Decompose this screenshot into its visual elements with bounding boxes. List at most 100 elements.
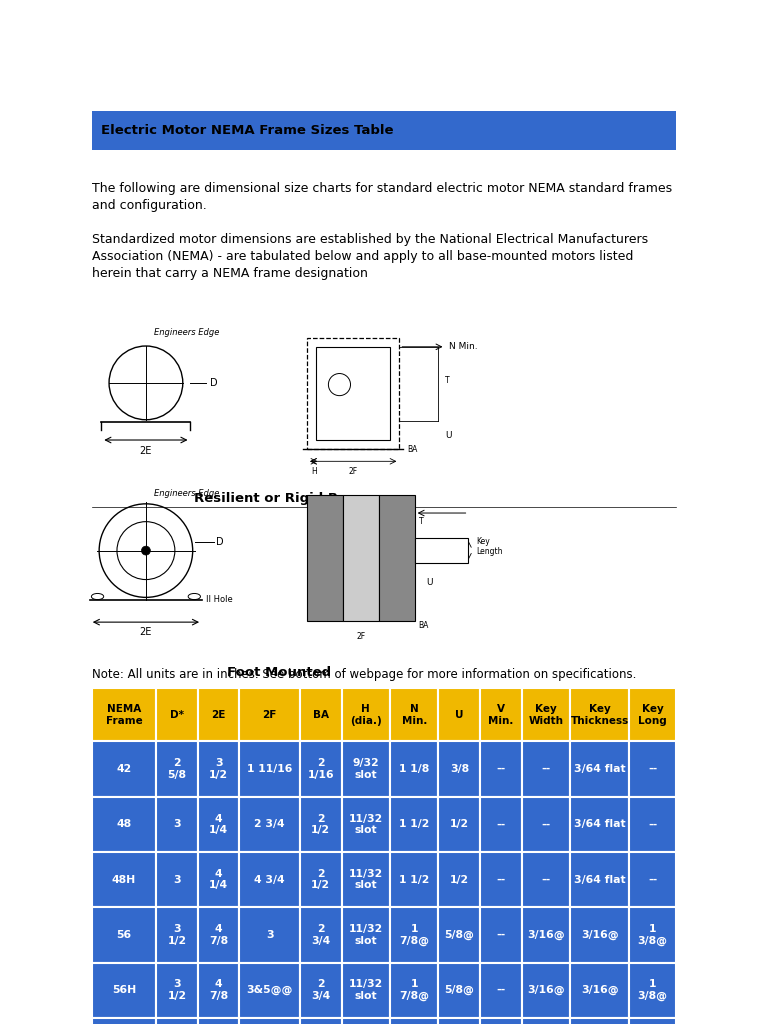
FancyBboxPatch shape xyxy=(92,111,676,150)
FancyBboxPatch shape xyxy=(521,907,571,963)
Text: 1
3/8@: 1 3/8@ xyxy=(637,924,667,946)
FancyBboxPatch shape xyxy=(342,688,390,741)
FancyBboxPatch shape xyxy=(390,1018,439,1024)
Text: Key
Thickness: Key Thickness xyxy=(571,703,629,726)
Text: 48H: 48H xyxy=(112,874,136,885)
Text: U: U xyxy=(426,578,432,587)
FancyBboxPatch shape xyxy=(342,1018,390,1024)
Text: --: -- xyxy=(541,764,551,774)
Text: 1 1/2: 1 1/2 xyxy=(399,874,429,885)
Text: N Min.: N Min. xyxy=(449,342,478,351)
FancyBboxPatch shape xyxy=(342,797,390,852)
Text: 3/16@: 3/16@ xyxy=(581,985,619,995)
Text: 2E: 2E xyxy=(140,446,152,456)
FancyBboxPatch shape xyxy=(307,495,343,622)
FancyBboxPatch shape xyxy=(480,797,521,852)
Text: D: D xyxy=(217,537,224,547)
Text: 4
1/4: 4 1/4 xyxy=(209,868,228,891)
FancyBboxPatch shape xyxy=(480,1018,521,1024)
FancyBboxPatch shape xyxy=(439,797,480,852)
FancyBboxPatch shape xyxy=(480,852,521,907)
FancyBboxPatch shape xyxy=(240,963,300,1018)
Text: 11/32
slot: 11/32 slot xyxy=(349,868,383,891)
FancyBboxPatch shape xyxy=(521,1018,571,1024)
Text: Foot Mounted: Foot Mounted xyxy=(227,666,331,679)
Text: The following are dimensional size charts for standard electric motor NEMA stand: The following are dimensional size chart… xyxy=(92,182,672,212)
Text: 5/8@: 5/8@ xyxy=(445,985,475,995)
FancyBboxPatch shape xyxy=(197,963,240,1018)
Text: U: U xyxy=(455,710,464,720)
Text: --: -- xyxy=(496,764,505,774)
FancyBboxPatch shape xyxy=(92,852,156,907)
FancyBboxPatch shape xyxy=(571,741,630,797)
Text: Engineers Edge: Engineers Edge xyxy=(154,489,219,499)
FancyBboxPatch shape xyxy=(156,907,197,963)
Text: U: U xyxy=(445,431,452,440)
FancyBboxPatch shape xyxy=(300,852,342,907)
FancyBboxPatch shape xyxy=(439,963,480,1018)
Text: 4 3/4: 4 3/4 xyxy=(254,874,285,885)
Text: T: T xyxy=(445,376,450,385)
FancyBboxPatch shape xyxy=(240,797,300,852)
FancyBboxPatch shape xyxy=(300,1018,342,1024)
Text: 3
1/2: 3 1/2 xyxy=(209,758,228,780)
Text: 2
5/8: 2 5/8 xyxy=(167,758,187,780)
FancyBboxPatch shape xyxy=(630,907,676,963)
FancyBboxPatch shape xyxy=(92,797,156,852)
FancyBboxPatch shape xyxy=(197,797,240,852)
FancyBboxPatch shape xyxy=(300,741,342,797)
FancyBboxPatch shape xyxy=(240,907,300,963)
Text: Resilient or Rigid Base: Resilient or Rigid Base xyxy=(194,492,364,505)
Text: T: T xyxy=(419,517,423,525)
FancyBboxPatch shape xyxy=(240,688,300,741)
FancyBboxPatch shape xyxy=(480,963,521,1018)
FancyBboxPatch shape xyxy=(571,797,630,852)
FancyBboxPatch shape xyxy=(480,741,521,797)
FancyBboxPatch shape xyxy=(571,963,630,1018)
Text: BA: BA xyxy=(419,622,429,631)
Ellipse shape xyxy=(141,546,151,555)
Text: NEMA
Frame: NEMA Frame xyxy=(106,703,143,726)
FancyBboxPatch shape xyxy=(156,741,197,797)
FancyBboxPatch shape xyxy=(197,852,240,907)
Text: 42: 42 xyxy=(117,764,132,774)
FancyBboxPatch shape xyxy=(240,741,300,797)
Text: --: -- xyxy=(541,819,551,829)
Text: 3: 3 xyxy=(266,930,273,940)
FancyBboxPatch shape xyxy=(156,688,197,741)
Text: --: -- xyxy=(648,874,657,885)
Text: BA: BA xyxy=(313,710,329,720)
Text: 11/32
slot: 11/32 slot xyxy=(349,924,383,946)
Text: V
Min.: V Min. xyxy=(488,703,514,726)
FancyBboxPatch shape xyxy=(300,963,342,1018)
FancyBboxPatch shape xyxy=(630,741,676,797)
FancyBboxPatch shape xyxy=(342,741,390,797)
Text: 3
1/2: 3 1/2 xyxy=(167,979,187,1001)
Text: N  Min.: N Min. xyxy=(307,496,339,505)
Text: --: -- xyxy=(648,764,657,774)
Text: 48: 48 xyxy=(117,819,131,829)
Text: D: D xyxy=(210,378,217,388)
Text: --: -- xyxy=(496,874,505,885)
FancyBboxPatch shape xyxy=(571,1018,630,1024)
Text: 3/64 flat: 3/64 flat xyxy=(574,764,626,774)
Text: 11/32
slot: 11/32 slot xyxy=(349,813,383,836)
Text: 1
7/8@: 1 7/8@ xyxy=(399,924,429,946)
Text: 3/16@: 3/16@ xyxy=(528,985,565,995)
Text: 2E: 2E xyxy=(211,710,226,720)
FancyBboxPatch shape xyxy=(439,741,480,797)
Text: 1/2: 1/2 xyxy=(450,819,469,829)
FancyBboxPatch shape xyxy=(630,1018,676,1024)
Text: D*: D* xyxy=(170,710,184,720)
Text: 1
7/8@: 1 7/8@ xyxy=(399,979,429,1001)
FancyBboxPatch shape xyxy=(390,741,439,797)
Text: 3/64 flat: 3/64 flat xyxy=(574,819,626,829)
FancyBboxPatch shape xyxy=(521,852,571,907)
Text: 1 1/2: 1 1/2 xyxy=(399,819,429,829)
Text: --: -- xyxy=(541,874,551,885)
Text: Note: All units are in inches. See bottom of webpage for more information on spe: Note: All units are in inches. See botto… xyxy=(92,668,637,681)
Text: 3/16@: 3/16@ xyxy=(581,930,619,940)
Text: Key
Width: Key Width xyxy=(528,703,564,726)
FancyBboxPatch shape xyxy=(240,852,300,907)
FancyBboxPatch shape xyxy=(240,1018,300,1024)
